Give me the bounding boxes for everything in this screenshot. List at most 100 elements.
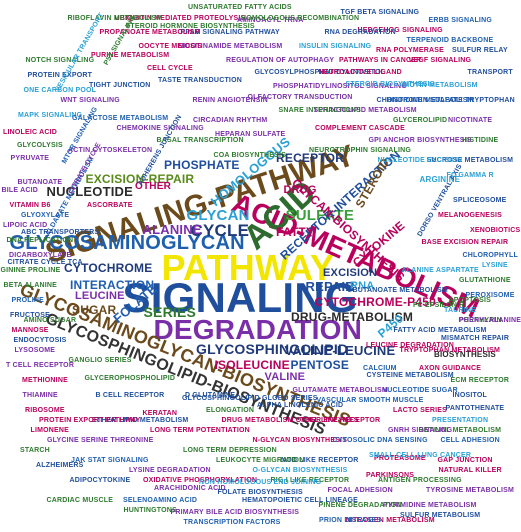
word-neurotrophin-signaling: NEUROTROPHIN SIGNALING [309,146,412,154]
word-rna-degradation: RNA DEGRADATION [324,28,396,36]
word-pentose: PENTOSE [290,358,350,372]
word-valine: VALINE [264,370,306,383]
word-degradation: DEGRADATION [153,314,363,345]
word-fatty-acid-metabolism: FATTY ACID METABOLISM [393,326,487,334]
word-alzheimers: ALZHEIMERS [36,461,84,469]
word-nucleotide: NUCLEOTIDE [46,183,133,199]
word-nucleotide-excision: NUCLEOTIDE EXCISION [377,156,463,164]
word-glycerophospholipid: GLYCEROPHOSPHOLIPID [84,374,176,382]
word-dicarboxylate: DICARBOXYLATE [9,251,72,259]
word-retinol-metabolism: RETINOL METABOLISM [418,426,502,434]
word-elongation: ELONGATION [206,406,255,414]
word-biosynthesis: BIOSYNTHESIS [434,350,496,359]
word-proline: PROLINE [11,296,45,304]
word-arginine-proline: ARGININE PROLINE [0,266,61,274]
word-base-excision-repair: BASE EXCISION REPAIR [421,238,509,246]
word-aminoacyl-trna: AMINOACYL TRNA [237,16,304,24]
word-riboflavin-metabolism: RIBOFLAVIN METABOLISM [67,14,163,22]
word-peroxisome: PEROXISOME [465,291,515,299]
word-regulation-of-autophagy: REGULATION OF AUTOPHAGY [226,56,335,64]
word-keratan: KERATAN [142,409,178,417]
word-heparan-sulfate: HEPARAN SULFATE [215,130,286,138]
word-glycolysis: GLYCOLYSIS [17,141,63,149]
word-vegf-signaling: VEGF SIGNALING [408,56,472,64]
word-glycosaminoglycan: GLYCOSAMINOGLYCAN [9,232,245,254]
word-glycan: GLYCAN [186,206,250,224]
word-sulfate: SULFATE [285,206,355,224]
word-transport: TRANSPORT [467,68,513,76]
word-mismatch-repair: MISMATCH REPAIR [441,334,510,342]
word-abc-transporters: ABC TRANSPORTERS [21,228,100,236]
word-erbb-signaling: ERBB SIGNALING [428,16,492,24]
word-galactose-metabolism: GALACTOSE METABOLISM [72,114,169,122]
word-ascorbate: ASCORBATE [87,201,133,209]
word-proteasome: PROTEASOME [374,454,426,462]
word-primary-bile-acid-biosynthesis: PRIMARY BILE ACID BIOSYNTHESIS [170,508,300,516]
word-linoleic-acid: LINOLEIC ACID [3,128,58,136]
word-protein-export: PROTEIN EXPORT [27,71,93,79]
word-hematopoietic-cell-lineage: HEMATOPOIETIC CELL LINEAGE [242,496,359,504]
word-ubiquitin-mediated-proteolysis: UBIQUITIN MEDIATED PROTEOLYSIS [114,14,246,22]
word-fc-gamma-r: FC GAMMA R [446,171,494,179]
word-biotin-metabolism: BIOTIN METABOLISM [402,81,478,89]
word-leucine-degradation: LEUCINE DEGRADATION [366,341,455,349]
word-taurine: TAURINE [444,306,476,314]
word-ribosome: RIBOSOME [25,406,65,414]
word-o-glycan-biosynthesis: O-GLYCAN BIOSYNTHESIS [252,466,348,474]
word-phenylalanine: PHENYLALANINE [459,316,521,324]
word-sucrose-metabolism: SUCROSE METABOLISM [426,156,514,164]
word-drug: DRUG [283,183,317,196]
word-notch-signaling: NOTCH SIGNALING [25,56,95,64]
word-chemokine-signaling: CHEMOKINE SIGNALING [116,124,204,132]
word-endocytosis: ENDOCYTOSIS [13,336,67,344]
word-lysosome: LYSOSOME [14,346,56,354]
word-circadian-rhythm: CIRCADIAN RHYTHM [193,116,268,124]
word-starch: STARCH [20,446,50,454]
word-toll-like-receptor: TOLL LIKE RECEPTOR [300,416,381,424]
word-selenoamino-acid: SELENOAMINO ACID [123,496,198,504]
word-ecm-receptor: ECM RECEPTOR [450,376,510,384]
word-nicotinamide-metabolism: NICOTINAMIDE METABOLISM [178,42,283,50]
word-glycosphingolipid: GLYCOSPHINGOLIPID [196,341,349,357]
word-snare-interactions: SNARE INTERACTIONS [278,106,362,114]
word-cytochrome: CYTOCHROME [64,261,153,275]
word-pathways-in-cancer: PATHWAYS IN CANCER [339,56,422,64]
word-long-term-depression: LONG TERM DEPRESSION [183,446,277,454]
word-adipocytokine: ADIPOCYTOKINE [69,476,131,484]
word-gpi-anchor-biosynthesis: GPI ANCHOR BIOSYNTHESIS [368,136,472,144]
word-natural-killer: NATURAL KILLER [438,466,502,474]
word-inositol: INOSITOL [452,391,488,399]
word-fatty: FATTY [276,225,315,239]
word-tryptophan-metabolism: TRYPTOPHAN METABOLISM [399,346,501,354]
word-alanine: ALANINE [142,221,202,237]
word-nicotinate: NICOTINATE [448,116,493,124]
word-ganglio-series: GANGLIO SERIES [68,356,132,364]
word-steroid-biosynthesis: STEROID BIOSYNTHESIS [345,80,435,88]
word-pantothenate: PANTOTHENATE [445,404,505,412]
word-rig-i-like-receptor: RIG I LIKE RECEPTOR [270,476,350,484]
word-phosphatidylinositol-signaling: PHOSPHATIDYLINOSITOL SIGNALING [273,82,407,90]
word-lipoic-acid: LIPOIC ACID [3,221,48,229]
word-ether-lipid-metabolism: ETHER LIPID METABOLISM [92,416,189,424]
word-nitrogen-metabolism: NITROGEN METABOLISM [345,516,435,524]
word-phosphate: PHOSPHATE [164,158,240,172]
word-antigen-processing: ANTIGEN PROCESSING [378,476,462,484]
word-complement-cascade: COMPLEMENT CASCADE [315,124,405,132]
word-vitamin-b6: VITAMIN B6 [9,201,51,209]
word-tgf-beta-signaling: TGF BETA SIGNALING [340,8,420,16]
word-tryptophan: TRYPTOPHAN [465,96,515,104]
word-huntingtons: HUNTINGTONS [123,506,177,514]
word-rna-polymerase: RNA POLYMERASE [376,46,445,54]
word-methionine: METHIONINE [22,376,68,384]
word-mannose: MANNOSE [11,326,49,334]
word-bile-acid: BILE ACID [1,186,39,194]
word-coa-biosynthesis: COA BIOSYNTHESIS [213,151,287,159]
word-rna: RNA [350,279,375,292]
word-insulin-signaling: INSULIN SIGNALING [299,42,372,50]
word-actin-cytoskeleton: ACTIN CYTOSKELETON [68,146,153,154]
word-ppar-signaling-pathway: PPAR SIGNALING PATHWAY [180,28,280,36]
word-basal-transcription: BASAL TRANSCRIPTION [156,136,244,144]
word-parkinsons: PARKINSONS [366,471,415,479]
word-propanoate-metabolism: PROPANOATE METABOLISM [99,28,201,36]
